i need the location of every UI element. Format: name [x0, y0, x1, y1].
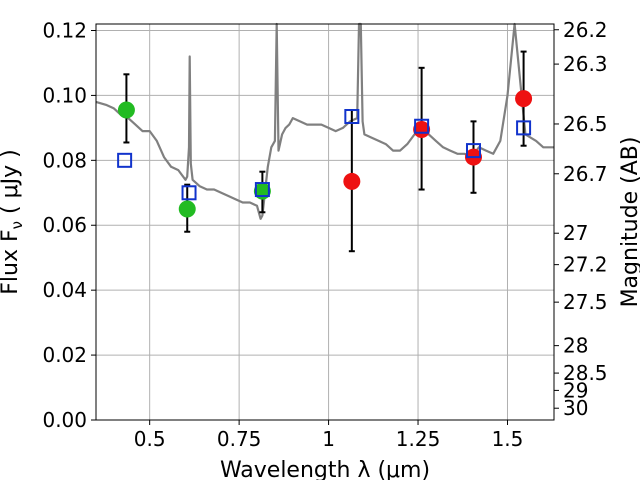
y2-tick-label: 27.2	[563, 253, 608, 277]
x-tick-label: 1.5	[492, 427, 524, 451]
y-tick-label: 0.08	[42, 148, 87, 172]
y-axis-label: Flux Fν ( μJy )	[0, 149, 26, 294]
y-tick-label: 0.10	[42, 83, 87, 107]
photometry-points-layer	[117, 50, 533, 253]
model-point-square	[254, 182, 270, 198]
data-point-circle	[343, 172, 361, 190]
y2-tick-label: 26.2	[563, 18, 608, 42]
y-axis-ticks: 0.00 0.02 0.04 0.06 0.08 0.10 0.12	[42, 18, 96, 432]
model-point-square	[181, 185, 197, 201]
x-axis-ticks: 0.5 0.75 1 1.25 1.5	[134, 420, 524, 451]
y-axis-label-subscript: ν	[8, 221, 26, 229]
data-point-circle	[515, 90, 533, 108]
y2-tick-label: 28.5	[563, 361, 608, 385]
x-tick-label: 0.5	[134, 427, 166, 451]
plot-frame	[95, 23, 555, 421]
model-point-square	[465, 143, 481, 159]
y2-tick-label: 28	[563, 334, 588, 358]
model-spectrum-line	[95, 22, 554, 220]
y-tick-label: 0.02	[42, 343, 87, 367]
model-point-square	[344, 109, 360, 125]
y2-tick-label: 26.3	[563, 52, 608, 76]
y2-tick-label: 26.5	[563, 112, 608, 136]
y-axis-label-unit: ( μJy )	[0, 149, 23, 221]
x-tick-label: 0.75	[217, 427, 262, 451]
data-point-circle	[178, 200, 196, 218]
data-point-circle	[117, 101, 135, 119]
grid	[96, 24, 554, 421]
model-point-square	[117, 152, 133, 168]
model-point-square	[516, 120, 532, 136]
y2-tick-label: 29	[563, 378, 588, 402]
model-spectrum-layer	[95, 22, 554, 220]
y-tick-label: 0.04	[42, 278, 87, 302]
y-tick-label: 0.12	[42, 18, 87, 42]
x-tick-label: 1.25	[396, 427, 441, 451]
y2-tick-label: 27.5	[563, 290, 608, 314]
y-tick-label: 0.00	[42, 408, 87, 432]
y-axis-label-main: Flux F	[0, 229, 23, 294]
x-axis-label: Wavelength λ (μm)	[220, 458, 430, 480]
y2-tick-label: 30	[563, 396, 588, 420]
y2-tick-label: 26.7	[563, 162, 608, 186]
y2-axis-label: Magnitude (AB)	[618, 137, 640, 308]
x-tick-label: 1	[322, 427, 335, 451]
y-tick-label: 0.06	[42, 213, 87, 237]
y2-tick-label: 27	[563, 221, 588, 245]
model-point-square	[414, 118, 430, 134]
